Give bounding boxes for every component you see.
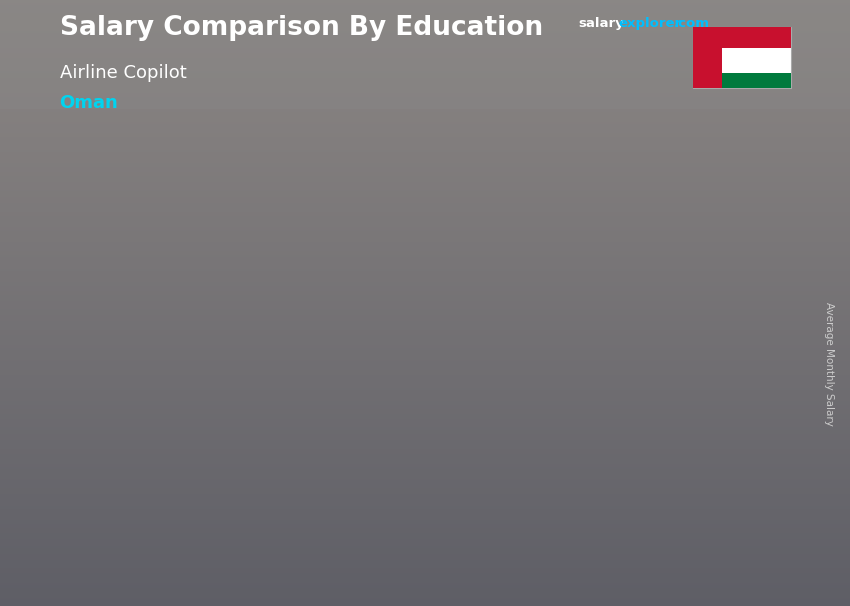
Polygon shape	[327, 355, 450, 362]
Text: Average Monthly Salary: Average Monthly Salary	[824, 302, 834, 425]
Text: 3,050 OMR: 3,050 OMR	[567, 226, 657, 241]
Text: 1,160 OMR: 1,160 OMR	[122, 394, 212, 409]
Text: explorer: explorer	[619, 17, 682, 30]
Text: 1,820 OMR: 1,820 OMR	[352, 336, 442, 351]
Text: +57%: +57%	[227, 365, 299, 385]
Polygon shape	[542, 247, 666, 254]
Polygon shape	[220, 413, 236, 521]
Bar	[542, 254, 649, 521]
Polygon shape	[113, 413, 236, 419]
Text: Salary Comparison By Education: Salary Comparison By Education	[60, 15, 542, 41]
Text: .com: .com	[674, 17, 710, 30]
Text: Oman: Oman	[60, 94, 118, 112]
Text: +68%: +68%	[442, 284, 513, 304]
Bar	[327, 362, 435, 521]
Polygon shape	[435, 355, 450, 521]
Bar	[113, 419, 220, 521]
Text: salary: salary	[578, 17, 624, 30]
Text: Airline Copilot: Airline Copilot	[60, 64, 186, 82]
Polygon shape	[649, 247, 666, 521]
